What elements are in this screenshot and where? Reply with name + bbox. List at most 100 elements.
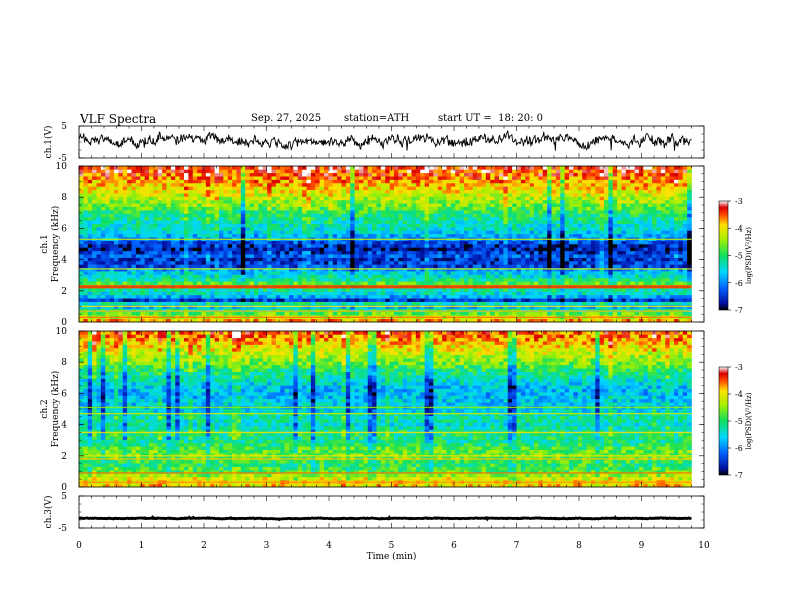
ch1-spectrogram-cell xyxy=(258,261,263,265)
ch1-spectrogram-cell xyxy=(127,234,132,238)
ch1-spectrogram-cell xyxy=(416,302,421,306)
ch1-spectrogram-cell xyxy=(547,281,552,285)
ch1-spectrogram-cell xyxy=(92,312,97,316)
ch1-spectrogram-cell xyxy=(385,169,390,173)
ch1-spectrogram-cell xyxy=(289,254,294,258)
ch1-spectrogram-cell xyxy=(110,264,115,268)
ch1-spectrogram-cell xyxy=(206,220,211,224)
ch1-spectrogram-cell xyxy=(534,288,539,292)
ch1-spectrogram-cell xyxy=(171,275,176,279)
ch1-spectrogram-cell xyxy=(381,234,386,238)
ch1-spectrogram-cell xyxy=(403,275,408,279)
ch1-spectrogram-cell xyxy=(167,166,172,170)
ch1-spectrogram-cell xyxy=(455,278,460,282)
ch1-spectrogram-cell xyxy=(534,176,539,180)
ch1-spectrogram-cell xyxy=(328,264,333,268)
ch1-spectrogram-cell xyxy=(482,197,487,201)
ch1-spectrogram-cell xyxy=(210,210,215,214)
ch1-spectrogram-cell xyxy=(140,227,145,231)
ch1-spectrogram-cell xyxy=(403,241,408,245)
ch1-spectrogram-cell xyxy=(394,234,399,238)
ch1-spectrogram-cell xyxy=(503,302,508,306)
ch1-spectrogram-cell xyxy=(254,193,259,197)
ch1-spectrogram-cell xyxy=(486,251,491,255)
ch1-spectrogram-cell xyxy=(438,291,443,295)
ch1-spectrogram-cell xyxy=(162,291,167,295)
ch1-spectrogram-cell xyxy=(499,210,504,214)
ch1-spectrogram-cell xyxy=(451,281,456,285)
ch1-spectrogram-cell xyxy=(346,207,351,211)
ch1-spectrogram-cell xyxy=(188,210,193,214)
ch1-spectrogram-cell xyxy=(355,207,360,211)
ch1-spectrogram-cell xyxy=(258,186,263,190)
ch1-spectrogram-cell xyxy=(132,186,137,190)
ch1-spectrogram-cell xyxy=(460,166,465,170)
ch1-spectrogram-cell xyxy=(447,180,452,184)
ch1-spectrogram-cell xyxy=(477,200,482,204)
ch1-spectrogram-cell xyxy=(377,312,382,316)
ch1-spectrogram-cell xyxy=(447,302,452,306)
ch1-spectrogram-cell xyxy=(381,186,386,190)
ch1-spectrogram-cell xyxy=(180,173,185,177)
ch1-spectrogram-cell xyxy=(140,295,145,299)
ch1-spectrogram-cell xyxy=(503,288,508,292)
ch1-spectrogram-cell xyxy=(534,200,539,204)
ch1-spectrogram-cell xyxy=(145,203,150,207)
ch1-spectrogram-cell xyxy=(385,200,390,204)
ch1-spectrogram-cell xyxy=(420,227,425,231)
ch1-spectrogram-cell xyxy=(88,200,93,204)
ch1-spectrogram-cell xyxy=(486,186,491,190)
ch1-spectrogram-cell xyxy=(473,302,478,306)
ch1-spectrogram-cell xyxy=(140,288,145,292)
ch1-spectrogram-cell xyxy=(416,197,421,201)
ch1-spectrogram-cell xyxy=(237,241,242,245)
ch1-spectrogram-cell xyxy=(254,241,259,245)
ch1-spectrogram-cell xyxy=(280,227,285,231)
ch1-spectrogram-cell xyxy=(175,176,180,180)
ch1-spectrogram-cell xyxy=(193,281,198,285)
ch1-spectrogram-cell xyxy=(250,281,255,285)
ch1-spectrogram-cell xyxy=(298,244,303,248)
ch1-spectrogram-cell xyxy=(451,291,456,295)
ch1-spectrogram-cell xyxy=(114,247,119,251)
ch1-spectrogram-cell xyxy=(381,254,386,258)
ch1-spectrogram-cell xyxy=(223,234,228,238)
ch1-spectrogram-cell xyxy=(285,247,290,251)
ch1-spectrogram-cell xyxy=(337,251,342,255)
ch1-spectrogram-cell xyxy=(403,298,408,302)
ch1-spectrogram-cell xyxy=(272,176,277,180)
ch1-spectrogram-cell xyxy=(547,227,552,231)
ch1-spectrogram-cell xyxy=(171,264,176,268)
ch1-spectrogram-cell xyxy=(442,247,447,251)
ch1-spectrogram-cell xyxy=(372,258,377,262)
ch1-spectrogram-cell xyxy=(503,213,508,217)
ch1-spectrogram-cell xyxy=(114,244,119,248)
ch1-spectrogram-cell xyxy=(543,312,548,316)
ch1-spectrogram-cell xyxy=(215,254,220,258)
ch1-spectrogram-cell xyxy=(372,251,377,255)
ch1-spectrogram-cell xyxy=(503,176,508,180)
ch1-spectrogram-cell xyxy=(193,278,198,282)
ch1-spectrogram-cell xyxy=(241,298,246,302)
ch1-spectrogram-cell xyxy=(482,203,487,207)
ch1-spectrogram-cell xyxy=(175,244,180,248)
ch1-spectrogram-cell xyxy=(123,180,128,184)
ch1-spectrogram-cell xyxy=(171,288,176,292)
ch1-spectrogram-cell xyxy=(460,176,465,180)
ch1-spectrogram-cell xyxy=(188,230,193,234)
ch1-spectrogram-cell xyxy=(223,220,228,224)
ch1-spectrogram-cell xyxy=(368,193,373,197)
ch1-spectrogram-cell xyxy=(447,291,452,295)
ch1-spectrogram-cell xyxy=(451,197,456,201)
ch1-spectrogram-cell xyxy=(429,230,434,234)
ch1-spectrogram-cell xyxy=(368,217,373,221)
ch1-spectrogram-cell xyxy=(285,234,290,238)
ch1-spectrogram-cell xyxy=(359,281,364,285)
ch1-spectrogram-cell xyxy=(320,217,325,221)
ch1-spectrogram-cell xyxy=(307,200,312,204)
ch1-spectrogram-cell xyxy=(429,186,434,190)
ch1-spectrogram-cell xyxy=(508,217,513,221)
ch1-spectrogram-cell xyxy=(267,197,272,201)
ch1-spectrogram-cell xyxy=(232,193,237,197)
ch1-spectrogram-cell xyxy=(92,275,97,279)
